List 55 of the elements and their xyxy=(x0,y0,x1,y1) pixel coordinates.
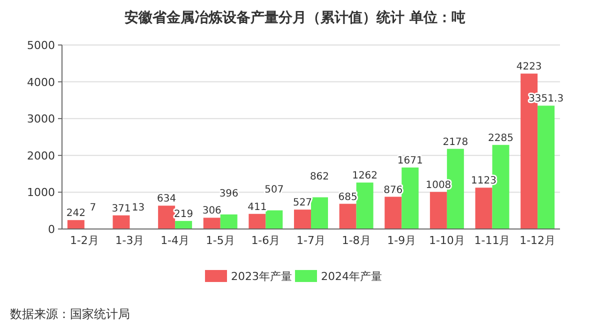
data-label: 7 xyxy=(90,202,96,214)
x-tick-label: 1-4月 xyxy=(160,234,190,247)
x-tick-label: 1-6月 xyxy=(251,234,280,247)
data-label: 2285 xyxy=(488,132,514,144)
data-label: 527 xyxy=(292,198,312,209)
source-note: 数据来源：国家统计局 xyxy=(10,307,130,321)
data-label: 4223 xyxy=(516,62,542,73)
bar xyxy=(158,206,176,229)
data-label: 1671 xyxy=(397,156,423,167)
bar xyxy=(112,215,130,229)
y-tick-label: 3000 xyxy=(27,112,55,126)
bar xyxy=(220,214,238,229)
x-tick-label: 1-5月 xyxy=(206,234,235,247)
data-label: 13 xyxy=(132,202,145,214)
data-label: 396 xyxy=(219,188,238,200)
bar xyxy=(475,188,492,229)
bar xyxy=(538,106,555,229)
bar xyxy=(311,197,328,229)
bar xyxy=(294,210,311,229)
data-label: 306 xyxy=(202,206,222,217)
x-tick-label: 1-7月 xyxy=(296,234,326,247)
data-label: 242 xyxy=(66,208,86,220)
data-label: 371 xyxy=(112,203,131,214)
data-label: 2178 xyxy=(442,136,468,148)
y-tick-label: 5000 xyxy=(27,39,55,52)
y-tick-label: 0 xyxy=(48,223,55,236)
x-tick-label: 1-2月 xyxy=(70,234,99,247)
bar xyxy=(430,192,447,229)
x-tick-label: 1-12月 xyxy=(520,234,556,247)
bar xyxy=(402,168,419,229)
bar xyxy=(67,220,84,229)
bar xyxy=(266,210,283,229)
data-label: 507 xyxy=(264,184,284,196)
data-label: 411 xyxy=(248,202,267,213)
data-label: 1262 xyxy=(352,170,378,182)
chart-title: 安徽省金属冶炼设备产量分月（累计值）统计 单位：吨 xyxy=(124,9,466,26)
bar xyxy=(384,196,402,229)
y-tick-label: 2000 xyxy=(27,149,55,162)
legend-label: 2023年产量 xyxy=(231,270,292,283)
bar xyxy=(356,182,374,229)
data-label: 634 xyxy=(157,194,176,205)
data-label: 685 xyxy=(338,192,358,203)
x-tick-label: 1-11月 xyxy=(474,234,510,247)
x-tick-label: 1-9月 xyxy=(387,234,416,247)
y-tick-label: 4000 xyxy=(27,76,55,89)
bar xyxy=(175,220,192,229)
x-tick-label: 1-10月 xyxy=(428,234,465,247)
data-label: 862 xyxy=(310,171,330,182)
bar xyxy=(203,218,220,229)
y-tick-label: 1000 xyxy=(27,186,55,200)
bar xyxy=(248,214,266,229)
x-tick-label: 1-3月 xyxy=(115,234,144,247)
legend-label: 2024年产量 xyxy=(321,270,382,283)
bar xyxy=(339,204,356,229)
x-tick-label: 1-8月 xyxy=(342,234,371,247)
